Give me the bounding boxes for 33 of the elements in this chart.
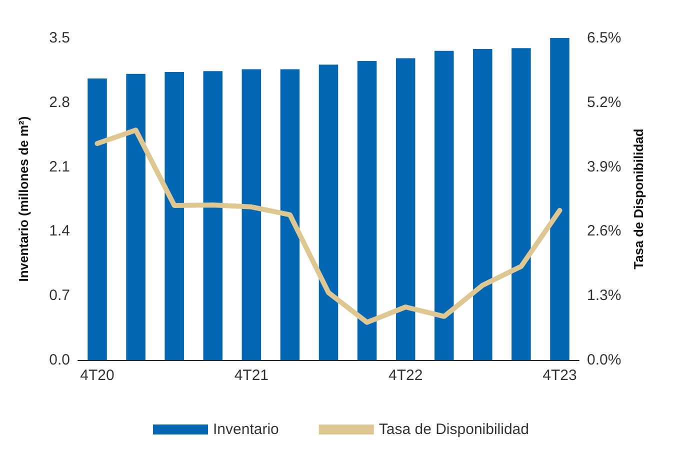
bar: [396, 58, 416, 360]
bar: [318, 64, 338, 360]
bar: [164, 72, 184, 360]
bar: [126, 74, 146, 360]
y-tick-label: 1.4: [49, 222, 70, 240]
y-tick-label: 0.7: [49, 287, 70, 304]
y-tick-label: 0.0: [49, 352, 70, 368]
bar: [242, 69, 262, 360]
bar: [88, 78, 107, 360]
x-tick-label: 4T23: [542, 367, 577, 384]
y2-tick-label: 0.0%: [587, 352, 622, 368]
y2-tick-label: 1.3%: [587, 287, 622, 304]
bar: [512, 48, 531, 360]
legend-label: Inventario: [213, 421, 279, 438]
bar: [280, 69, 300, 360]
x-tick-label: 4T21: [234, 367, 269, 384]
y-tick-label: 2.8: [49, 94, 70, 111]
y-tick-label: 2.1: [49, 158, 70, 176]
bar: [473, 49, 492, 360]
bar: [550, 38, 570, 360]
legend-label: Tasa de Disponibilidad: [378, 421, 529, 438]
y-tick-label: 3.5: [49, 30, 70, 46]
bar: [203, 71, 223, 360]
y2-tick-label: 6.5%: [587, 30, 622, 46]
y2-tick-label: 2.6%: [587, 222, 622, 240]
y2-axis-title: Tasa de Disponibilidad: [631, 128, 646, 270]
y2-tick-label: 5.2%: [587, 94, 622, 111]
x-tick-label: 4T20: [80, 367, 114, 384]
bar: [434, 50, 454, 360]
bar: [357, 61, 377, 360]
y2-tick-label: 3.9%: [587, 158, 622, 176]
x-tick-label: 4T22: [388, 367, 423, 384]
y-axis-title: Inventario (millones de m²): [16, 116, 31, 282]
